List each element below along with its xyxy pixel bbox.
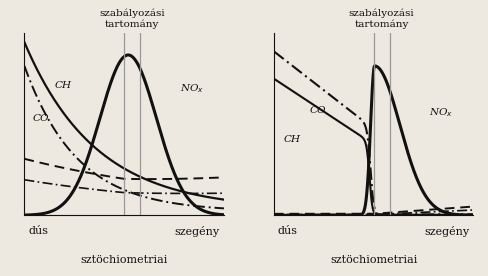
- Text: CH: CH: [284, 136, 301, 144]
- Text: sztöchiometriai: sztöchiometriai: [81, 255, 168, 265]
- Text: szegény: szegény: [175, 226, 220, 237]
- Text: dús: dús: [28, 226, 48, 236]
- Text: CH: CH: [54, 81, 71, 90]
- Text: szegény: szegény: [424, 226, 469, 237]
- Text: CO: CO: [32, 113, 49, 123]
- Text: dús: dús: [278, 226, 298, 236]
- Text: szabályozási
tartomány: szabályozási tartomány: [349, 9, 414, 30]
- Text: szabályozási
tartomány: szabályozási tartomány: [100, 9, 165, 30]
- Text: CO: CO: [310, 106, 326, 115]
- Text: sztöchiometriai: sztöchiometriai: [330, 255, 417, 265]
- Text: NO$_x$: NO$_x$: [429, 106, 454, 119]
- Text: NO$_x$: NO$_x$: [180, 83, 204, 95]
